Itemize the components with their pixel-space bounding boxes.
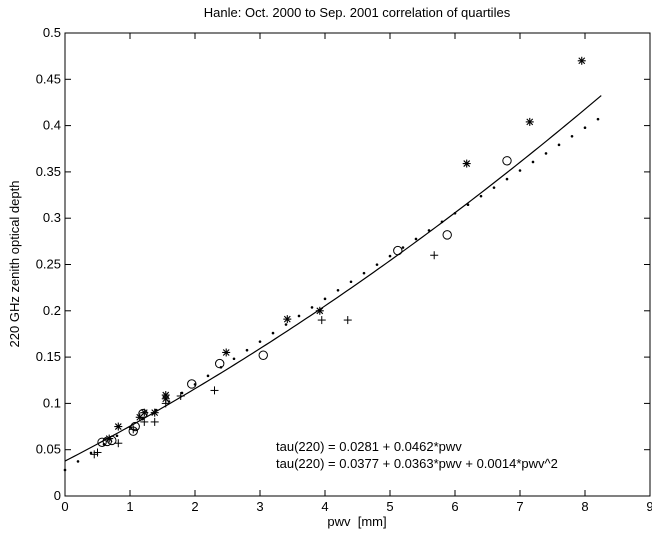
linear-fit-dot [336,288,340,292]
chart-title: Hanle: Oct. 2000 to Sep. 2001 correlatio… [204,5,511,20]
linear-fit-dot [115,434,119,438]
x-tick-label: 1 [126,499,133,514]
y-axis-label: 220 GHz zenith optical depth [7,181,22,348]
linear-fit-dot [297,314,301,318]
linear-fit-dot [258,340,262,343]
linear-fit-dot [596,117,600,121]
linear-fit-dot [245,348,249,352]
linear-fit-dot [232,357,236,361]
y-tick-label: 0.5 [43,25,61,40]
linear-fit-dot [167,400,171,403]
linear-fit-dot [219,366,223,369]
x-axis-ticks: 0 1 2 3 4 5 6 7 8 9 [61,33,652,514]
plus-point [114,439,123,448]
asterisk-point [283,315,292,324]
linear-fit-dot [63,468,67,472]
chart-marks [63,56,602,472]
linear-fit-dot [271,331,275,335]
linear-fit-dot [102,443,106,446]
asterisk-point [161,391,170,400]
y-tick-label: 0.45 [36,71,61,86]
y-axis-ticks: 0 0.05 0.1 0.15 0.2 0.25 0.3 0.35 0.4 0.45 0.5 [36,25,650,503]
y-tick-label: 0.3 [43,210,61,225]
x-tick-label: 7 [516,499,523,514]
asterisk-point [525,117,534,126]
asterisk-point [114,422,123,431]
x-tick-label: 2 [191,499,198,514]
circle-point [258,350,268,360]
x-tick-label: 0 [61,499,68,514]
asterisk-point [462,159,471,168]
linear-fit-dot [505,177,509,181]
plus-point [90,450,99,459]
linear-fit-dot [193,383,197,386]
x-tick-label: 4 [321,499,328,514]
plus-point [430,251,439,260]
linear-fit-equation: tau(220) = 0.0281 + 0.0462*pwv [276,439,462,454]
plus-point [210,386,219,395]
linear-fit-dot [570,134,574,138]
linear-fit-dot [362,271,366,275]
asterisk-point [222,348,231,357]
x-tick-label: 6 [451,499,458,514]
linear-fit-dot [414,237,418,241]
linear-fit-dot [89,451,93,455]
x-tick-label: 8 [581,499,588,514]
linear-fit-dot [388,254,392,258]
linear-fit-dot [401,246,405,249]
y-tick-label: 0.1 [43,395,61,410]
linear-fit-dot [310,306,314,309]
linear-fit-dot [284,323,288,326]
linear-fit-dot [583,126,587,130]
quadratic-fit-equation: tau(220) = 0.0377 + 0.0363*pwv + 0.0014*… [276,456,558,471]
plot-frame [64,32,651,497]
y-tick-label: 0.4 [43,118,61,133]
plus-point [317,316,326,325]
circle-point [97,437,107,447]
asterisk-point [577,56,586,65]
plus-point [93,448,102,457]
circle-point [128,426,138,436]
linear-fit-dot [544,152,548,155]
linear-fit-dot [206,374,210,378]
linear-fit-dot [518,169,522,172]
linear-fit-dot [349,280,353,284]
linear-fit-dot [531,160,535,164]
x-tick-label: 5 [386,499,393,514]
linear-fit-dot [479,194,483,198]
x-tick-label: 9 [646,499,652,514]
plus-point [343,316,352,325]
circle-point [442,230,452,240]
asterisk-point [140,408,149,417]
linear-fit-dot [76,460,80,463]
x-axis-label: pwv [mm] [327,514,386,529]
plus-point [140,417,149,426]
y-tick-label: 0.2 [43,303,61,318]
circle-point [215,358,225,369]
plus-point [150,417,159,426]
linear-fit-dot [492,186,496,189]
linear-fit-dot [375,263,379,266]
y-tick-label: 0 [54,488,61,503]
y-tick-label: 0.25 [36,257,61,272]
y-tick-label: 0.15 [36,349,61,364]
y-tick-label: 0.35 [36,164,61,179]
circle-point [502,156,512,166]
quadratic-fit-line [64,95,602,462]
x-tick-label: 3 [256,499,263,514]
linear-fit-dot [323,297,327,301]
y-tick-label: 0.05 [36,442,61,457]
linear-fit-dot [180,391,184,395]
linear-fit-dot [557,143,561,147]
